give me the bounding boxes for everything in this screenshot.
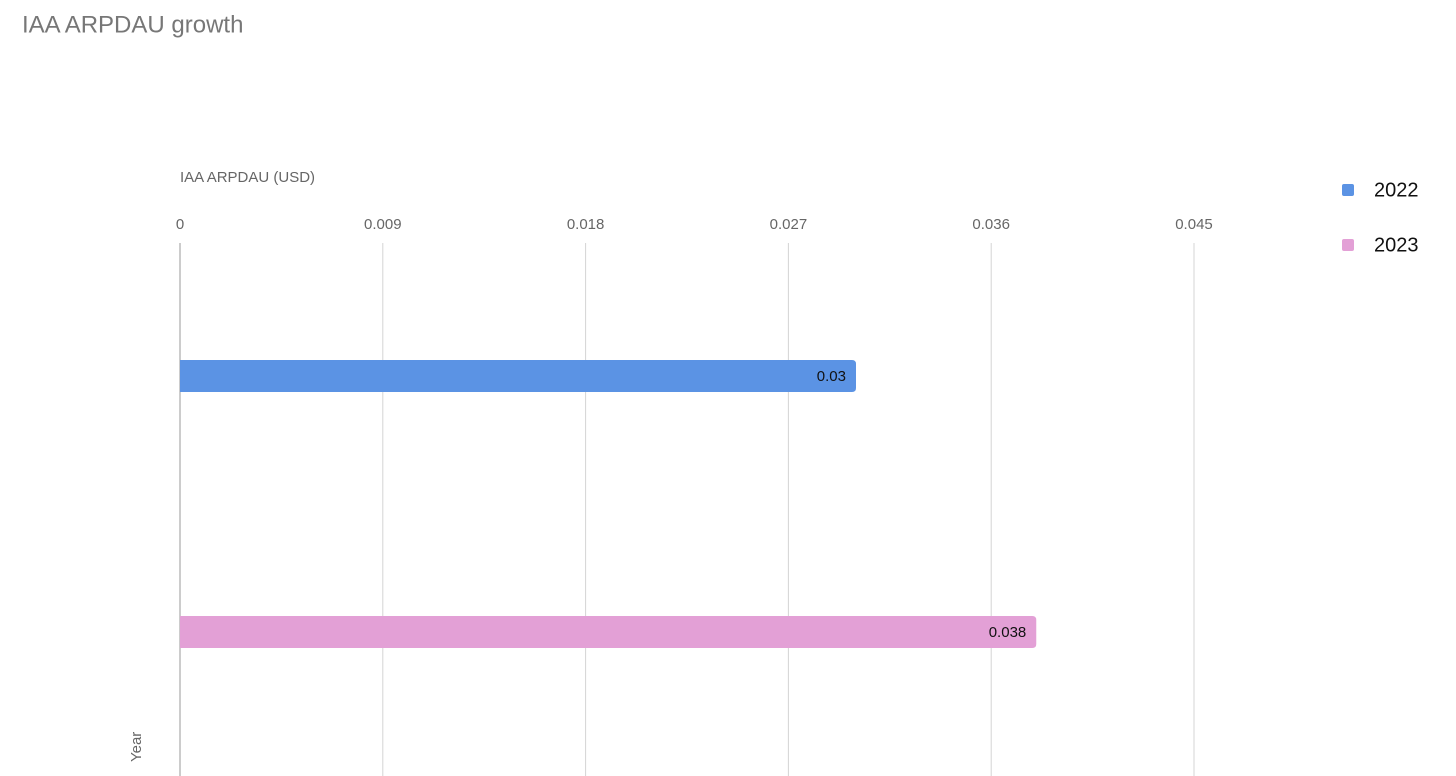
data-label: 0.038	[989, 624, 1027, 641]
bar	[180, 360, 856, 392]
x-tick-label: 0.027	[770, 216, 808, 233]
x-tick-label: 0.009	[364, 216, 402, 233]
bar	[180, 616, 1037, 648]
legend-label: 2023	[1374, 234, 1419, 256]
chart-title: IAA ARPDAU growth	[22, 11, 243, 38]
x-tick-label: 0.045	[1175, 216, 1213, 233]
x-tick-label: 0.018	[567, 216, 605, 233]
legend-swatch	[1342, 184, 1354, 196]
x-axis-title: IAA ARPDAU (USD)	[180, 169, 315, 186]
x-tick-label: 0	[176, 216, 184, 233]
legend-swatch	[1342, 239, 1354, 251]
data-label: 0.03	[817, 368, 846, 385]
legend-label: 2022	[1374, 179, 1419, 201]
x-tick-label: 0.036	[972, 216, 1010, 233]
y-axis-title: Year	[128, 732, 145, 762]
